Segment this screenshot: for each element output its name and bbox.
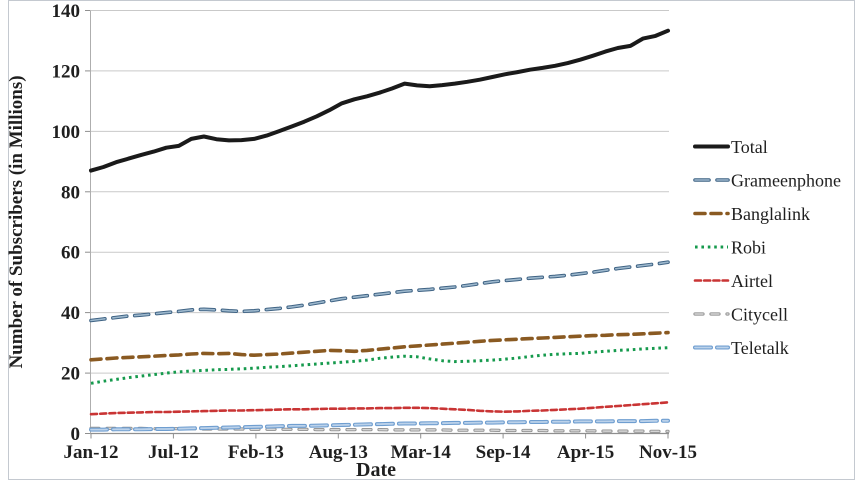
series-line-airtel <box>89 401 670 416</box>
x-tick-label: Jan-12 <box>64 442 119 463</box>
y-tick-label: 60 <box>61 243 80 264</box>
x-tick-label: Apr-15 <box>557 442 614 463</box>
y-tick-label: 120 <box>52 61 81 82</box>
series-line-highlight-teletalk <box>90 419 669 431</box>
y-tick-label: 100 <box>52 122 81 143</box>
legend-label-robi: Robi <box>731 238 766 258</box>
y-tick-label: 80 <box>61 182 80 203</box>
series-line-total <box>89 28 670 173</box>
legend: Total Grameenphone Banglalink Robi Airtel Cit… <box>693 137 841 358</box>
x-tick-label: Nov-15 <box>639 442 697 463</box>
legend-item-teletalk: Teletalk <box>693 338 789 358</box>
legend-item-citycell: Citycell <box>693 305 788 325</box>
series-line-robi <box>90 346 669 385</box>
y-tick-label: 20 <box>61 364 80 385</box>
legend-label-banglalink: Banglalink <box>731 204 810 224</box>
series-line-highlight-grameenphone <box>90 261 669 322</box>
legend-item-airtel: Airtel <box>693 271 773 291</box>
x-tick-label: Mar-14 <box>390 442 451 463</box>
legend-label-citycell: Citycell <box>731 305 788 325</box>
x-axis-title: Date <box>356 459 396 481</box>
y-tick-label: 0 <box>71 424 81 445</box>
y-tick-label: 140 <box>52 1 81 22</box>
x-tick-label: Sep-14 <box>476 442 531 463</box>
legend-label-airtel: Airtel <box>731 271 773 291</box>
legend-item-banglalink: Banglalink <box>693 204 810 224</box>
legend-item-total: Total <box>693 137 768 157</box>
legend-item-grameenphone: Grameenphone <box>693 171 841 191</box>
legend-label-teletalk: Teletalk <box>731 338 789 358</box>
x-tick-label: Feb-13 <box>228 442 284 463</box>
y-axis-title: Number of Subscribers (in Millions) <box>6 75 27 368</box>
x-tick-label: Jul-12 <box>148 442 199 463</box>
legend-item-robi: Robi <box>695 238 766 258</box>
series-line-grameenphone <box>89 260 670 323</box>
x-tick-label: Aug-13 <box>309 442 368 463</box>
figure-border <box>8 0 855 480</box>
legend-label-grameenphone: Grameenphone <box>731 171 841 191</box>
legend-label-total: Total <box>731 137 768 157</box>
y-tick-label: 40 <box>61 303 80 324</box>
series-line-banglalink <box>89 330 670 362</box>
